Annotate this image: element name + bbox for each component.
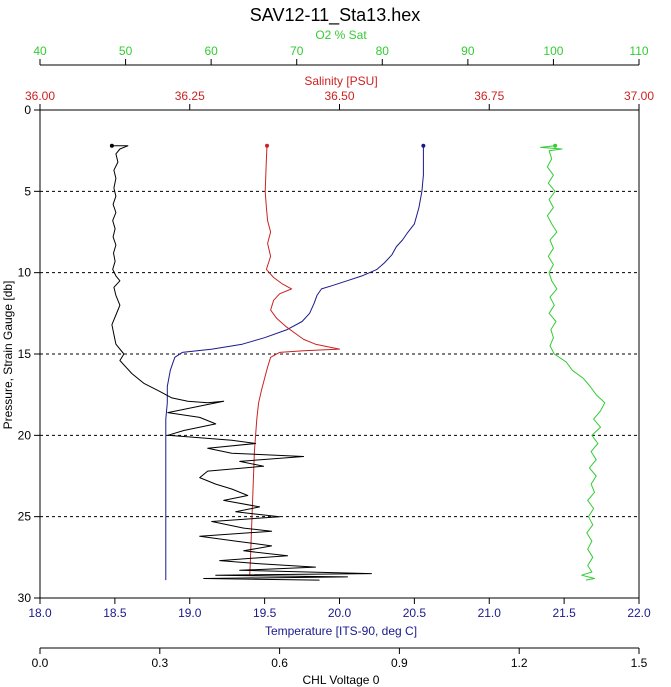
salinity-tick-label: 36.50 <box>324 89 354 103</box>
temperature-tick-label: 21.0 <box>478 606 502 620</box>
chl-tick-label: 0.9 <box>391 656 408 670</box>
chl-axis-title: CHL Voltage 0 <box>303 673 380 687</box>
chl-tick-label: 1.2 <box>511 656 528 670</box>
salinity-tick-label: 36.00 <box>25 89 55 103</box>
temperature-tick-label: 21.5 <box>552 606 576 620</box>
salinity-tick-label: 37.00 <box>624 89 654 103</box>
temperature-tick-label: 19.5 <box>253 606 277 620</box>
temperature-series-start-marker <box>421 143 426 148</box>
pressure-tick-label: 20 <box>18 428 32 442</box>
chart-title: SAV12-11_Sta13.hex <box>250 5 420 26</box>
salinity-tick-label: 36.25 <box>175 89 205 103</box>
pressure-tick-label: 25 <box>18 510 32 524</box>
o2-tick-label: 100 <box>543 44 563 58</box>
o2-tick-label: 80 <box>376 44 390 58</box>
chl-tick-label: 1.5 <box>631 656 648 670</box>
plot-frame <box>39 109 640 599</box>
chl-tick-label: 0.0 <box>32 656 49 670</box>
chl-tick-label: 0.6 <box>271 656 288 670</box>
salinity-axis-title: Salinity [PSU] <box>304 74 377 88</box>
pressure-tick-label: 30 <box>18 591 32 605</box>
grid <box>40 190 639 518</box>
o2-tick-label: 110 <box>629 44 648 58</box>
temperature-tick-label: 18.0 <box>28 606 52 620</box>
o2-tick-label: 50 <box>119 44 133 58</box>
series <box>109 143 606 581</box>
salinity-tick-label: 36.75 <box>474 89 504 103</box>
pressure-tick-label: 5 <box>24 184 31 198</box>
temperature-tick-label: 18.5 <box>103 606 127 620</box>
o2-tick-label: 40 <box>33 44 47 58</box>
pressure-tick-label: 15 <box>18 347 32 361</box>
salinity-series-start-marker <box>265 143 270 148</box>
o2-tick-label: 90 <box>461 44 475 58</box>
salinity-series-line <box>249 145 340 576</box>
pressure-axis-title: Pressure, Strain Gauge [db] <box>1 281 15 430</box>
o2-tick-label: 60 <box>204 44 218 58</box>
o2-axis-title: O2 % Sat <box>315 28 367 42</box>
temperature-tick-label: 22.0 <box>627 606 651 620</box>
temperature-series-line <box>165 145 424 581</box>
pressure-tick-label: 0 <box>24 103 31 117</box>
chl-series-line <box>111 145 372 581</box>
temperature-tick-label: 19.0 <box>178 606 202 620</box>
chl-tick-label: 0.3 <box>151 656 168 670</box>
pressure-tick-label: 10 <box>18 266 32 280</box>
o2-series-start-marker <box>553 143 558 148</box>
temperature-tick-label: 20.5 <box>403 606 427 620</box>
o2-series-line <box>540 145 606 581</box>
chl-series-start-marker <box>109 143 114 148</box>
temperature-tick-label: 20.0 <box>328 606 352 620</box>
o2-tick-label: 70 <box>290 44 304 58</box>
temperature-axis-title: Temperature [ITS-90, deg C] <box>265 624 417 638</box>
